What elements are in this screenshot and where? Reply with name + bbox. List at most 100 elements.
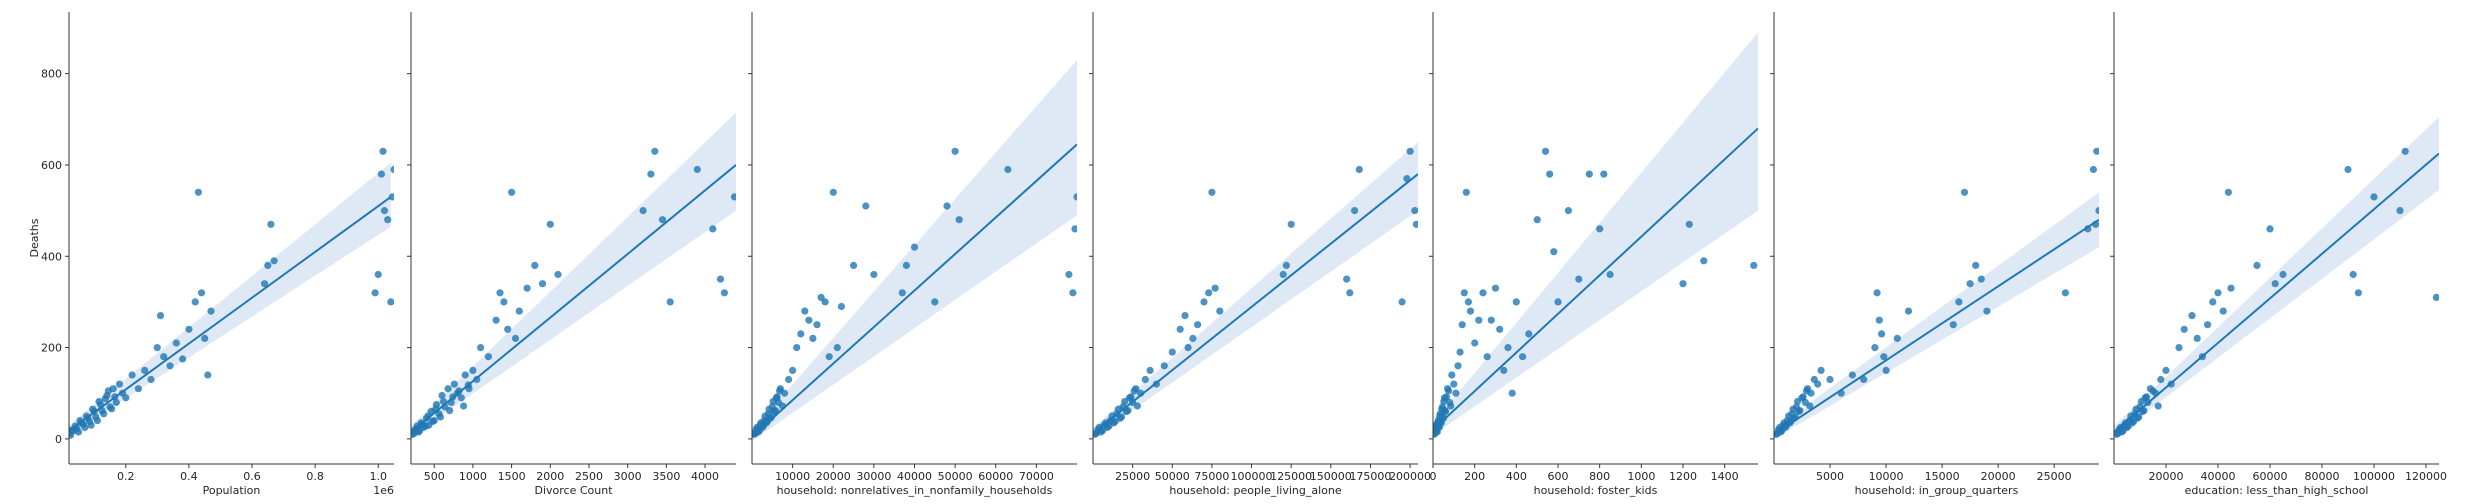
data-point xyxy=(1848,371,1856,379)
data-point xyxy=(436,413,444,421)
data-point xyxy=(1216,307,1224,315)
data-point xyxy=(1117,413,1126,421)
data-point xyxy=(1208,188,1216,196)
data-point xyxy=(1447,402,1455,410)
data-point xyxy=(1479,289,1487,297)
data-point xyxy=(1065,270,1073,279)
data-point xyxy=(1491,284,1500,292)
x-tick-label: 0 xyxy=(1430,470,1437,483)
data-point xyxy=(870,270,878,279)
data-point xyxy=(693,165,701,174)
data-point xyxy=(1456,348,1464,356)
data-point xyxy=(95,397,103,406)
x-tick-label: 0.6 xyxy=(243,470,261,483)
x-axis-label: household: nonrelatives_in_nonfamily_hou… xyxy=(777,484,1053,497)
x-tick-label: 5000 xyxy=(1816,470,1844,483)
data-point xyxy=(1121,397,1129,406)
data-point xyxy=(1785,412,1793,420)
data-point xyxy=(647,170,655,178)
data-point xyxy=(2227,284,2235,292)
data-point xyxy=(1189,334,1197,342)
data-point xyxy=(2124,422,2132,430)
data-point xyxy=(153,344,161,352)
data-point xyxy=(1679,280,1687,288)
data-point xyxy=(1504,344,1512,352)
x-tick-label: 1400 xyxy=(1711,470,1739,483)
data-point xyxy=(1806,402,1814,410)
x-tick-label: 400 xyxy=(1506,470,1527,483)
x-tick-label: 20000 xyxy=(2149,470,2184,483)
data-point xyxy=(1412,220,1418,228)
data-point xyxy=(2193,334,2201,342)
data-point xyxy=(2209,298,2217,306)
data-point xyxy=(1406,147,1414,155)
data-point xyxy=(2214,289,2222,297)
data-point xyxy=(2370,193,2378,201)
data-point xyxy=(1168,348,1176,356)
x-tick-label: 40000 xyxy=(2201,470,2236,483)
x-tick-label: 50000 xyxy=(938,470,973,483)
data-point xyxy=(1487,316,1495,324)
data-point xyxy=(2271,280,2279,288)
data-point xyxy=(2349,270,2357,279)
data-point xyxy=(773,393,781,401)
data-point xyxy=(2154,402,2162,410)
data-point xyxy=(101,395,109,403)
data-point xyxy=(504,325,512,333)
data-point xyxy=(1500,366,1508,374)
data-point xyxy=(1955,298,1963,306)
data-point xyxy=(902,261,911,269)
data-point xyxy=(455,387,463,395)
data-point xyxy=(1124,407,1132,415)
data-point xyxy=(850,261,858,269)
data-point xyxy=(2089,165,2097,174)
data-point xyxy=(1814,380,1822,388)
x-tick-label: 20000 xyxy=(1981,470,2016,483)
data-point xyxy=(179,355,187,363)
facet-panel-4: 25000 50000 75000 1000001250001500001750002… xyxy=(1089,12,1431,497)
data-point xyxy=(1445,387,1453,395)
data-point xyxy=(2137,397,2145,406)
data-point xyxy=(1442,393,1451,401)
y-tick-label: 600 xyxy=(41,159,62,172)
data-point xyxy=(658,216,667,224)
data-point xyxy=(1194,321,1202,329)
data-point xyxy=(821,298,829,306)
data-point xyxy=(1875,316,1883,324)
regression-line-3 xyxy=(752,143,1077,438)
data-point xyxy=(1452,389,1460,397)
data-point xyxy=(191,298,199,306)
data-point xyxy=(1966,280,1974,288)
data-point xyxy=(801,307,809,315)
data-point xyxy=(1525,330,1533,338)
data-point xyxy=(515,307,523,315)
data-point xyxy=(112,398,120,406)
data-point xyxy=(772,407,780,415)
data-point xyxy=(1904,307,1913,315)
x-axis-offset-label: 1e6 xyxy=(373,484,394,497)
data-point xyxy=(1750,261,1758,269)
data-point xyxy=(776,387,784,395)
data-point xyxy=(1069,289,1077,297)
data-point xyxy=(1454,362,1462,370)
facet-panel-1: 0 200 400 600 800 0.2 0.4 0.6 0.8 1.0 Population 1e… xyxy=(41,12,394,497)
data-point xyxy=(1533,216,1541,224)
data-point xyxy=(1793,397,1802,406)
facet-panel-7: 20000 40000 60000 80000 100000 120000 educatio… xyxy=(2110,12,2447,497)
data-point xyxy=(1130,387,1138,395)
data-point xyxy=(1789,405,1797,413)
data-point xyxy=(1817,366,1825,374)
data-point xyxy=(651,147,659,155)
data-point xyxy=(1282,261,1290,269)
data-point xyxy=(1071,225,1077,233)
data-point xyxy=(2129,417,2138,426)
data-point xyxy=(666,298,674,306)
data-point xyxy=(1541,147,1550,155)
regression-line-2 xyxy=(411,164,736,433)
data-point xyxy=(546,220,554,228)
x-tick-label: 2000 xyxy=(536,470,564,483)
data-point xyxy=(1596,225,1604,233)
data-point xyxy=(837,302,846,311)
data-point xyxy=(387,298,394,306)
